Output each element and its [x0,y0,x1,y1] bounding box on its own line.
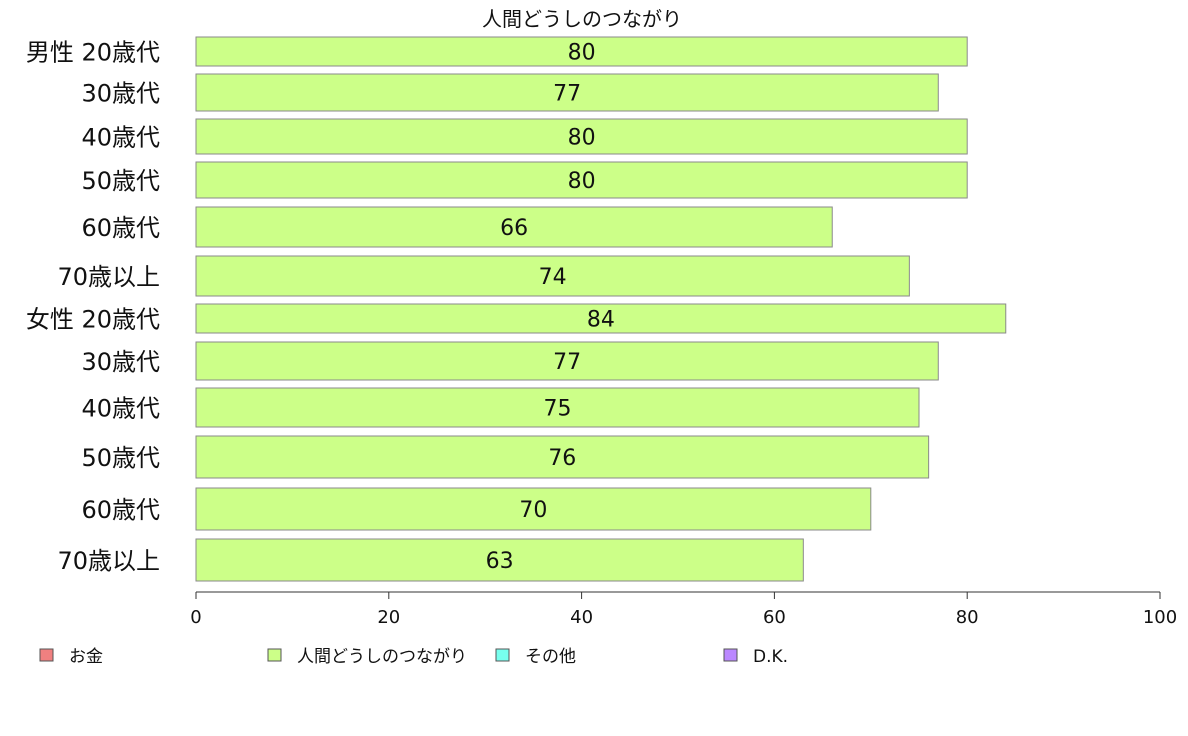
bar-value-label: 74 [539,265,567,290]
x-tick-label: 40 [570,607,593,628]
category-label: 60歳代 [81,214,160,242]
legend-label: D.K. [753,647,788,667]
bar [195,255,910,297]
bar [195,435,930,479]
category-label: 30歳代 [81,348,160,376]
category-label: 50歳代 [81,444,160,472]
legend: お金 人間どうしのつながり その他 D.K. [39,647,788,667]
bar [195,341,939,381]
bar [195,303,1007,334]
category-label: 40歳代 [81,395,160,423]
category-label: 50歳代 [81,167,160,195]
bar [195,161,968,199]
x-tick-label: 60 [763,607,786,628]
legend-swatch [267,648,282,662]
legend-swatch [39,648,54,662]
x-axis: 0 20 40 60 80 100 [190,591,1177,628]
x-tick-label: 0 [190,607,201,628]
bar [195,538,804,582]
category-label: 男性 20歳代 [26,39,160,67]
bar [195,206,833,248]
category-label: 70歳以上 [57,263,160,291]
x-tick-label: 80 [956,607,979,628]
category-label: 60歳代 [81,496,160,524]
bar [195,487,872,531]
category-label: 30歳代 [81,80,160,108]
category-label: 女性 20歳代 [26,306,160,334]
bar [195,73,939,112]
legend-swatch [723,648,738,662]
legend-swatch [495,648,510,662]
legend-label: お金 [69,647,103,667]
bar-value-label: 70 [519,498,547,523]
bar-value-label: 80 [568,169,596,194]
x-tick-label: 100 [1143,607,1177,628]
legend-label: 人間どうしのつながり [297,647,467,667]
bar [195,118,968,155]
bar-value-label: 77 [553,350,581,375]
bar-value-label: 77 [553,82,581,107]
category-label: 70歳以上 [57,547,160,575]
bar-value-label: 63 [486,549,514,574]
bar-value-label: 80 [568,41,596,66]
chart-title: 人間どうしのつながり [482,7,682,31]
category-label: 40歳代 [81,124,160,152]
bar-value-label: 75 [544,397,572,422]
bar [195,387,920,428]
bars: 男性 20歳代 80 30歳代 77 40歳代 80 50歳代 80 60歳代 66 70歳以上 74… [26,36,1007,582]
bar-value-label: 84 [587,308,615,333]
x-tick-label: 20 [377,607,400,628]
legend-label: その他 [525,647,576,667]
bar-value-label: 80 [568,126,596,151]
bar-value-label: 76 [548,446,576,471]
bar-value-label: 66 [500,216,528,241]
bar [195,36,968,67]
